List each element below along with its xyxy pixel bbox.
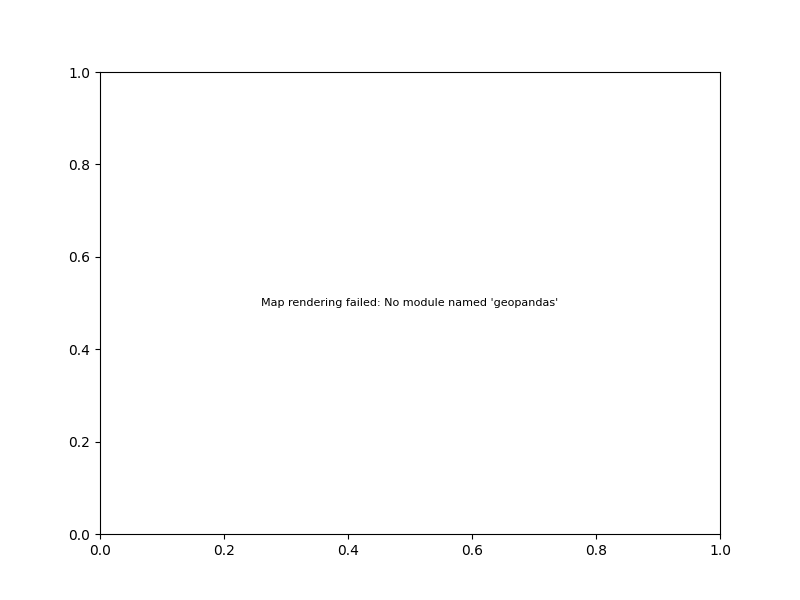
Text: Map rendering failed: No module named 'geopandas': Map rendering failed: No module named 'g…	[262, 298, 558, 308]
